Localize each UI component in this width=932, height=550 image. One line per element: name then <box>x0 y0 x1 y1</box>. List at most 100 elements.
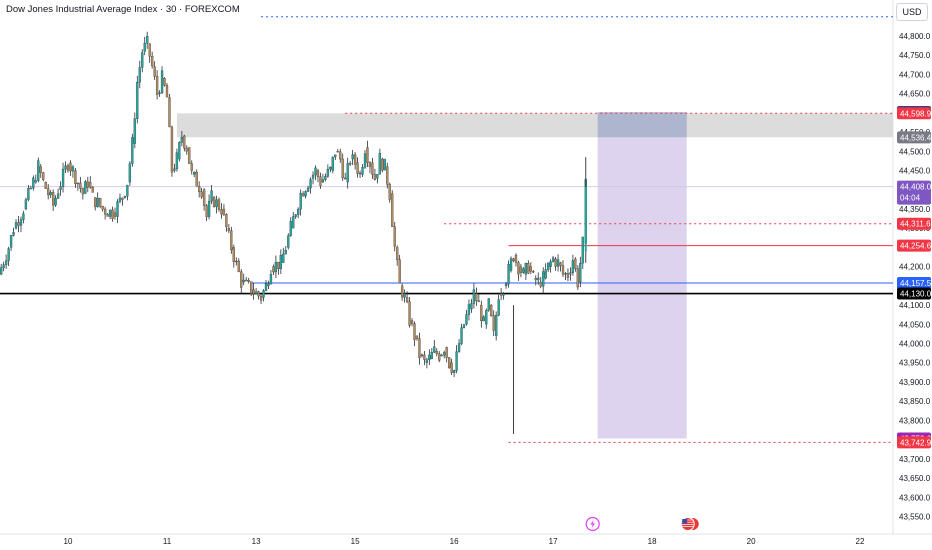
candle-body <box>571 260 575 273</box>
candle-body <box>524 263 528 275</box>
candle-body <box>386 166 389 185</box>
candle-body <box>433 346 436 353</box>
candle-body <box>358 172 362 175</box>
candle-body <box>551 257 555 262</box>
candle-body <box>410 320 414 324</box>
price-tag[interactable]: 44,130.0 <box>897 287 932 300</box>
candle-body <box>584 186 587 252</box>
y-tick-label: 43,850.0 <box>899 397 931 406</box>
candle-body <box>49 192 52 196</box>
candle-body <box>287 235 290 248</box>
candle-body <box>175 152 179 170</box>
candle-body <box>249 281 253 294</box>
candle-body <box>200 191 203 198</box>
candle-body <box>245 279 248 282</box>
y-tick-label: 44,800.0 <box>899 32 931 41</box>
y-tick-label: 44,500.0 <box>899 147 931 156</box>
candle-body <box>400 285 404 298</box>
candle-body <box>69 162 72 172</box>
candle-body <box>198 186 201 192</box>
candle-body <box>190 163 193 171</box>
candle-body <box>74 170 77 185</box>
candle-body <box>99 197 102 207</box>
candles <box>0 31 587 377</box>
price-tag-bg <box>897 239 931 252</box>
candle-body <box>170 126 174 173</box>
candle-body <box>534 278 537 281</box>
candle-body <box>348 163 352 165</box>
currency-button[interactable]: USD <box>896 3 928 21</box>
candle-body <box>235 260 238 263</box>
candle-body <box>512 258 515 262</box>
zone-short_position_risk[interactable] <box>597 112 687 138</box>
candle-body <box>64 165 67 170</box>
candle-body <box>381 158 384 171</box>
candle-body <box>123 196 127 198</box>
candle-body <box>9 235 13 248</box>
lightning-event-icon[interactable] <box>585 516 600 532</box>
price-tag[interactable]: 44,157.5 <box>897 276 932 289</box>
candle-body <box>306 187 310 192</box>
price-tag[interactable]: 43,742.9 <box>897 436 932 449</box>
candle-body <box>393 226 396 247</box>
candle-body <box>188 147 191 164</box>
candle-body <box>316 170 320 177</box>
y-tick-label: 43,950.0 <box>899 359 931 368</box>
price-tag[interactable]: 44,536.4 <box>897 131 932 144</box>
y-tick-label: 44,200.0 <box>899 263 931 272</box>
candle-body <box>180 137 184 143</box>
candle-body <box>14 222 18 229</box>
candle-body <box>341 158 344 179</box>
candle-body <box>321 179 325 183</box>
candle-body <box>413 323 416 340</box>
candle-body <box>378 153 382 175</box>
us-flag-event-icon[interactable] <box>680 517 700 531</box>
candle-body <box>504 283 508 287</box>
candle-body <box>311 174 315 179</box>
candle-body <box>514 254 518 263</box>
candle-body <box>425 359 429 363</box>
candle-body <box>71 166 75 172</box>
candle-body <box>254 291 258 295</box>
price-tag[interactable]: 44,311.6 <box>897 217 931 230</box>
candle-body <box>252 289 255 295</box>
candle-body <box>450 362 453 373</box>
price-tag-bg <box>897 217 931 230</box>
candle-body <box>103 208 107 215</box>
candle-body <box>398 259 401 284</box>
zone-gray_supply[interactable] <box>176 113 893 138</box>
candle-body <box>532 271 535 273</box>
candle-body <box>289 221 292 236</box>
candle-body <box>309 179 312 189</box>
candle-body <box>353 154 357 165</box>
price-tag[interactable]: 44,598.9 <box>897 107 932 120</box>
price-tag-bg <box>897 131 931 144</box>
x-tick-label: 15 <box>351 537 360 546</box>
candle-body <box>91 187 94 193</box>
candle-body <box>12 232 15 236</box>
candle-body <box>438 353 441 361</box>
candle-body <box>126 184 129 197</box>
candle-body <box>383 158 386 171</box>
candle-body <box>403 293 406 298</box>
candle-body <box>517 262 520 275</box>
candle-body <box>445 347 448 358</box>
candle-body <box>146 36 149 44</box>
candle-body <box>356 162 359 174</box>
candle-body <box>443 352 446 356</box>
price-tag[interactable]: 44,254.6 <box>897 239 932 252</box>
zone-short_position_target[interactable] <box>597 137 687 439</box>
current-price-tag[interactable]: 44,408.0 04:04 <box>897 180 932 205</box>
y-tick-label: 43,900.0 <box>899 378 931 387</box>
candle-body <box>415 335 419 339</box>
candle-body <box>331 156 334 171</box>
candle-body <box>396 247 399 260</box>
candle-body <box>2 264 5 268</box>
candle-body <box>143 42 146 52</box>
symbol-title[interactable]: Dow Jones Industrial Average Index · 30 … <box>6 4 240 15</box>
candle-body <box>27 187 30 200</box>
candle-body <box>121 197 124 200</box>
candle-body <box>128 163 132 183</box>
